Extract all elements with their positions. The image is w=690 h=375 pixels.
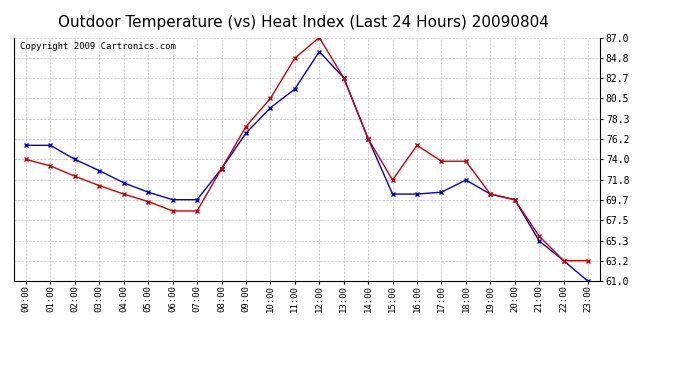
Text: Outdoor Temperature (vs) Heat Index (Last 24 Hours) 20090804: Outdoor Temperature (vs) Heat Index (Las… (58, 15, 549, 30)
Text: Copyright 2009 Cartronics.com: Copyright 2009 Cartronics.com (19, 42, 175, 51)
